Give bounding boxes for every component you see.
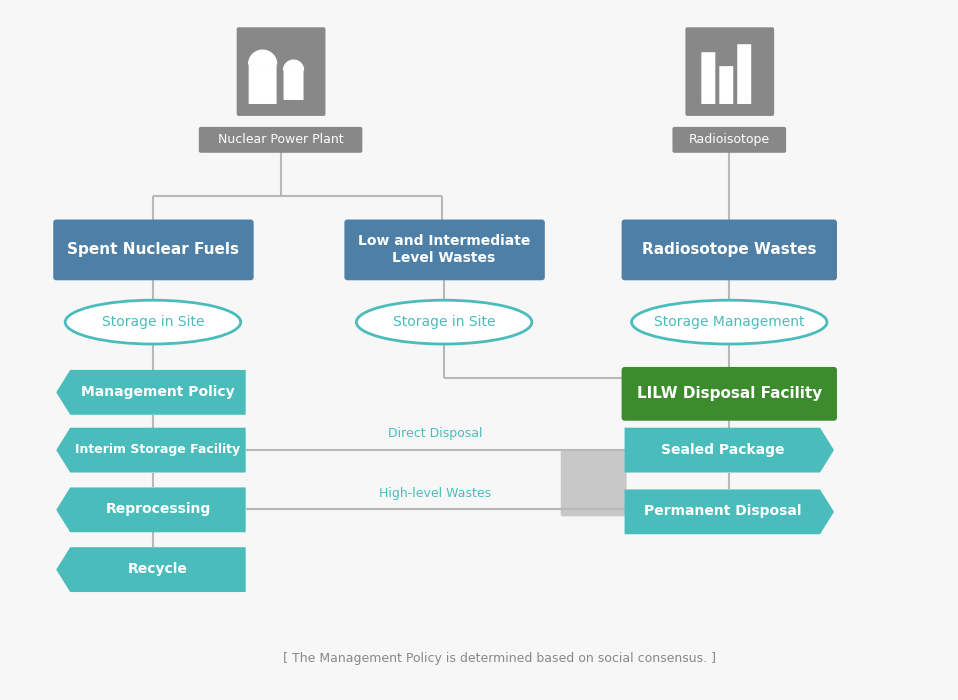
Text: Recycle: Recycle (128, 562, 188, 576)
Polygon shape (284, 60, 304, 70)
Text: Storage Management: Storage Management (654, 315, 805, 329)
Text: LILW Disposal Facility: LILW Disposal Facility (637, 386, 822, 401)
FancyBboxPatch shape (719, 66, 733, 104)
FancyBboxPatch shape (54, 220, 254, 280)
Text: [ The Management Policy is determined based on social consensus. ]: [ The Management Policy is determined ba… (284, 652, 717, 665)
Polygon shape (625, 428, 834, 472)
Text: High-level Wastes: High-level Wastes (379, 487, 491, 500)
FancyBboxPatch shape (249, 64, 277, 104)
FancyBboxPatch shape (622, 220, 837, 280)
Text: Reprocessing: Reprocessing (105, 503, 211, 517)
Text: Interim Storage Facility: Interim Storage Facility (76, 443, 240, 456)
Text: Nuclear Power Plant: Nuclear Power Plant (217, 133, 343, 146)
FancyBboxPatch shape (199, 127, 362, 153)
Text: Radioisotope: Radioisotope (689, 133, 770, 146)
FancyBboxPatch shape (560, 451, 627, 517)
Polygon shape (57, 547, 245, 592)
Text: Radiosotope Wastes: Radiosotope Wastes (642, 242, 816, 257)
Text: Storage in Site: Storage in Site (102, 315, 204, 329)
Polygon shape (57, 487, 245, 532)
FancyBboxPatch shape (738, 44, 751, 104)
FancyBboxPatch shape (701, 52, 716, 104)
FancyBboxPatch shape (685, 27, 774, 116)
Ellipse shape (356, 300, 532, 344)
Text: Storage in Site: Storage in Site (393, 315, 495, 329)
Polygon shape (249, 50, 277, 64)
FancyBboxPatch shape (284, 70, 304, 100)
Text: Management Policy: Management Policy (81, 385, 235, 399)
Text: Low and Intermediate
Level Wastes: Low and Intermediate Level Wastes (358, 234, 531, 265)
Polygon shape (625, 489, 834, 534)
Ellipse shape (65, 300, 240, 344)
FancyBboxPatch shape (237, 27, 326, 116)
Text: Direct Disposal: Direct Disposal (388, 427, 483, 440)
Polygon shape (57, 428, 245, 472)
FancyBboxPatch shape (673, 127, 787, 153)
Ellipse shape (631, 300, 827, 344)
Text: Sealed Package: Sealed Package (661, 442, 784, 456)
Polygon shape (57, 370, 245, 414)
Text: Spent Nuclear Fuels: Spent Nuclear Fuels (67, 242, 239, 257)
Text: Permanent Disposal: Permanent Disposal (644, 505, 801, 519)
FancyBboxPatch shape (344, 220, 545, 280)
FancyBboxPatch shape (622, 367, 837, 421)
